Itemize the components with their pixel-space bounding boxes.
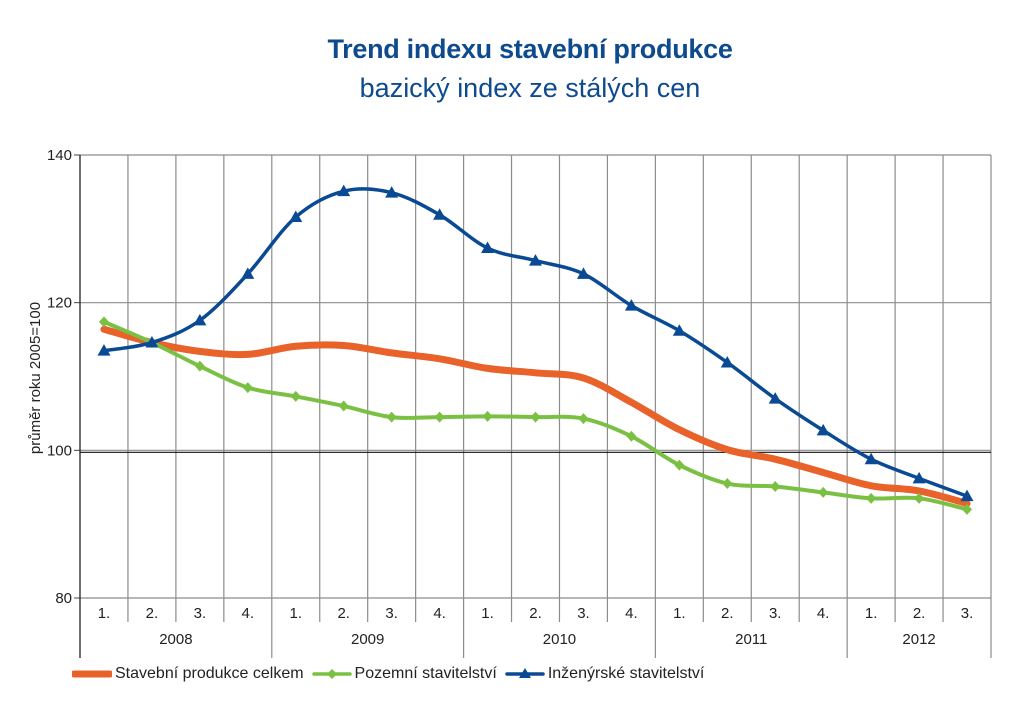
x-tick-label: 1. [98, 605, 111, 622]
x-tick-label: 3. [961, 605, 974, 622]
data-point-triangle [816, 423, 830, 436]
legend-label: Pozemní stavitelství [354, 665, 497, 682]
series-line [100, 325, 971, 507]
x-tick-label: 2. [529, 605, 542, 622]
data-point-triangle [97, 344, 111, 356]
data-point-diamond [242, 382, 253, 394]
data-point-diamond [530, 411, 541, 423]
data-point-diamond [578, 413, 589, 425]
data-point-triangle [385, 186, 399, 198]
data-point-diamond [338, 400, 349, 412]
legend: Stavební produkce celkem Pozemní stavitel… [72, 665, 712, 683]
legend-item-inzenyrske-stavitelstvi: Inženýrské stavitelství [505, 665, 705, 683]
data-point-diamond [914, 492, 925, 504]
data-point-triangle [145, 336, 159, 348]
data-point-diamond [818, 486, 829, 498]
y-tick-label: 80 [55, 590, 72, 607]
data-point-diamond [482, 410, 493, 422]
legend-label: Stavební produkce celkem [115, 665, 304, 682]
data-point-triangle [193, 313, 207, 326]
series-stavebni-produkce-celkem [100, 325, 971, 507]
x-tick-label: 4. [625, 605, 638, 622]
x-group-label: 2008 [159, 631, 192, 648]
data-point-diamond [194, 360, 205, 372]
y-tick-label: 120 [47, 295, 72, 312]
chart-subtitle: bazický index ze stálých cen [359, 73, 701, 103]
data-point-diamond [962, 503, 973, 515]
x-group-label: 2010 [543, 631, 576, 648]
x-group-label: 2012 [902, 631, 935, 648]
y-tick-label: 100 [47, 442, 72, 459]
data-point-diamond [770, 481, 781, 493]
x-tick-label: 2. [721, 605, 734, 622]
series-pozemni-stavitelstvi [98, 316, 973, 515]
x-tick-label: 2. [913, 605, 926, 622]
series-layer [97, 184, 974, 515]
axes: 80 100 120 140 1. 2. 3. 4. 1. 2. 3. 4. 1. 2. 3. 4. 1. 2. 3… [47, 147, 991, 658]
data-point-triangle [433, 208, 447, 220]
x-tick-label: 1. [481, 605, 494, 622]
data-point-triangle [672, 324, 686, 336]
data-point-triangle [481, 241, 495, 254]
x-tick-label: 1. [865, 605, 878, 622]
x-tick-label: 3. [385, 605, 398, 622]
y-tick-label: 140 [47, 147, 72, 164]
data-point-diamond [626, 430, 637, 442]
data-point-triangle [720, 355, 734, 368]
data-point-diamond [866, 492, 877, 504]
x-tick-label: 1. [673, 605, 686, 622]
legend-swatch-icon [505, 668, 545, 678]
x-tick-label: 4. [433, 605, 446, 622]
grid [80, 154, 992, 658]
legend-item-stavebni-produkce-celkem: Stavební produkce celkem [72, 665, 304, 683]
legend-label: Inženýrské stavitelství [547, 665, 705, 682]
x-group-label: 2009 [351, 631, 384, 648]
legend-item-pozemni-stavitelstvi: Pozemní stavitelství [311, 665, 497, 683]
data-point-diamond [386, 411, 397, 423]
x-tick-label: 4. [242, 605, 255, 622]
data-point-diamond [674, 459, 685, 471]
x-group-label: 2011 [735, 631, 767, 648]
data-point-triangle [768, 392, 782, 404]
x-tick-label: 2. [337, 605, 350, 622]
x-tick-label: 1. [290, 605, 303, 622]
data-point-diamond [98, 316, 109, 328]
data-point-triangle [624, 299, 638, 311]
legend-swatch-icon [72, 670, 112, 678]
data-point-triangle [337, 184, 351, 197]
x-tick-label: 3. [194, 605, 207, 622]
x-tick-label: 4. [817, 605, 830, 622]
x-tick-label: 3. [577, 605, 590, 622]
data-point-diamond [290, 390, 301, 402]
data-point-triangle [912, 471, 926, 484]
series-inzenyrske-stavitelstvi [97, 184, 974, 502]
data-point-triangle [864, 452, 878, 465]
data-point-diamond [434, 411, 445, 423]
data-point-triangle [241, 267, 255, 279]
data-point-triangle [529, 254, 542, 266]
chart-title: Trend indexu stavební produkce [327, 34, 733, 64]
x-tick-label: 3. [769, 605, 782, 622]
data-point-diamond [722, 478, 733, 490]
y-axis-label: průměr roku 2005=100 [27, 302, 44, 454]
data-point-triangle [289, 210, 303, 223]
x-tick-label: 2. [146, 605, 159, 622]
legend-swatch-icon [311, 669, 352, 679]
data-point-triangle [960, 489, 974, 502]
data-point-triangle [576, 267, 590, 279]
